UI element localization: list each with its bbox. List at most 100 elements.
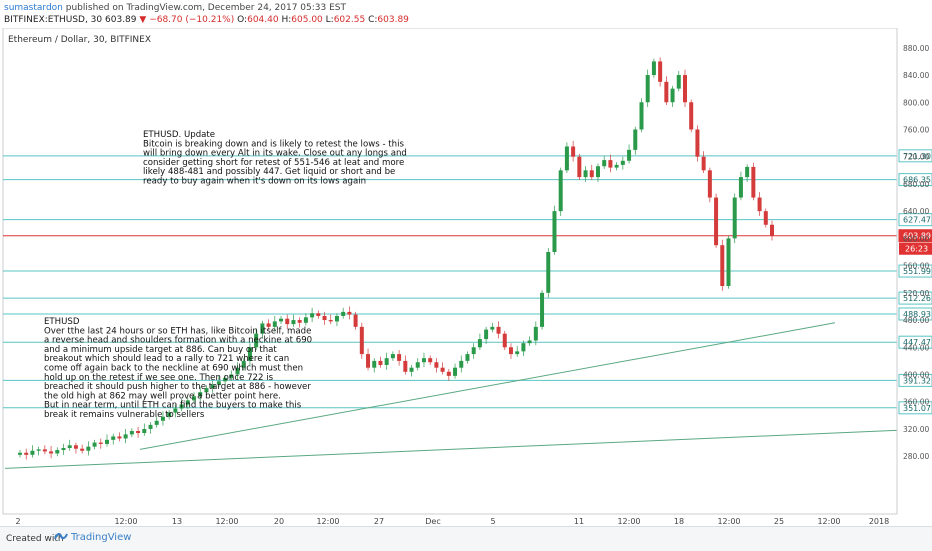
candle-49[interactable] [322,311,327,325]
candle-79[interactable] [508,343,513,359]
candle-54[interactable] [353,311,358,330]
candle-57[interactable] [372,358,377,373]
candle-25[interactable] [173,404,178,418]
candle-89[interactable] [571,141,576,162]
candle-39[interactable] [260,320,265,339]
candle-119[interactable] [757,192,762,216]
candle-15[interactable] [111,433,116,445]
candle-60[interactable] [390,351,395,361]
candle-78[interactable] [502,330,507,351]
candle-0[interactable] [18,450,22,458]
candle-99[interactable] [633,126,638,155]
candle-4[interactable] [42,445,47,455]
candle-5[interactable] [49,445,54,459]
candle-88[interactable] [564,142,569,174]
candle-17[interactable] [123,428,128,444]
candle-9[interactable] [73,442,78,454]
candle-14[interactable] [105,434,110,447]
candle-109[interactable] [695,125,700,162]
candle-35[interactable] [235,362,240,380]
candle-100[interactable] [639,98,644,133]
candle-47[interactable] [310,307,315,323]
candle-103[interactable] [658,57,663,87]
candle-3[interactable] [36,446,41,456]
candle-90[interactable] [577,153,582,180]
candle-21[interactable] [148,422,153,434]
candle-120[interactable] [763,208,768,228]
candle-36[interactable] [241,358,246,371]
candle-16[interactable] [117,432,122,442]
candle-41[interactable] [272,315,277,332]
candle-45[interactable] [297,317,302,328]
candle-43[interactable] [285,314,290,329]
candle-87[interactable] [558,167,563,216]
candle-112[interactable] [714,193,719,248]
candle-2[interactable] [30,445,35,458]
candle-61[interactable] [397,350,402,366]
candle-51[interactable] [334,313,339,327]
candle-116[interactable] [738,171,743,201]
candle-65[interactable] [421,352,426,368]
trendline-long[interactable] [4,429,898,469]
candle-86[interactable] [552,205,557,255]
candle-58[interactable] [378,356,383,368]
candle-70[interactable] [453,363,458,379]
candle-101[interactable] [645,69,650,108]
candle-106[interactable] [676,70,681,92]
candle-84[interactable] [540,290,545,330]
candle-22[interactable] [154,416,159,428]
candle-26[interactable] [179,399,184,412]
candle-62[interactable] [403,355,408,375]
candle-18[interactable] [129,428,134,438]
tradingview-brand[interactable]: TradingView [54,532,131,543]
candle-33[interactable] [223,375,228,387]
candle-98[interactable] [627,144,632,164]
candle-31[interactable] [210,380,215,393]
candle-29[interactable] [198,386,203,402]
candle-114[interactable] [726,235,731,289]
candle-8[interactable] [67,439,72,451]
candle-67[interactable] [434,358,439,373]
candle-80[interactable] [515,345,520,357]
candle-13[interactable] [98,438,103,449]
candle-52[interactable] [341,307,346,319]
candle-42[interactable] [279,315,284,325]
candle-11[interactable] [86,441,91,456]
candle-102[interactable] [651,58,656,78]
candle-12[interactable] [92,439,97,450]
candle-108[interactable] [689,99,694,133]
candle-10[interactable] [80,444,85,454]
candle-66[interactable] [428,355,433,365]
candle-83[interactable] [533,321,538,346]
candle-24[interactable] [167,409,172,420]
candle-117[interactable] [745,164,750,182]
candle-34[interactable] [229,370,234,381]
candle-115[interactable] [732,193,737,244]
candle-107[interactable] [682,69,687,108]
candle-30[interactable] [204,385,209,395]
price-chart[interactable]: Ethereum / Dollar, 30, BITFINEX 721.30 68… [0,28,932,526]
candle-32[interactable] [216,375,221,388]
candle-121[interactable] [770,220,774,241]
candle-96[interactable] [614,162,619,171]
candle-104[interactable] [664,76,669,105]
candle-74[interactable] [477,333,482,351]
candle-81[interactable] [521,340,526,357]
candle-38[interactable] [254,328,259,351]
candle-69[interactable] [446,369,451,381]
candle-68[interactable] [440,362,445,375]
candle-28[interactable] [192,392,197,404]
candle-56[interactable] [366,348,371,371]
candle-59[interactable] [384,352,389,370]
candle-63[interactable] [409,364,414,377]
candle-23[interactable] [160,411,165,426]
candle-72[interactable] [465,351,470,364]
candle-110[interactable] [701,151,706,174]
candle-48[interactable] [316,310,321,319]
candle-113[interactable] [720,239,725,291]
candle-77[interactable] [496,321,501,339]
candle-1[interactable] [24,448,29,460]
candle-91[interactable] [583,166,588,182]
